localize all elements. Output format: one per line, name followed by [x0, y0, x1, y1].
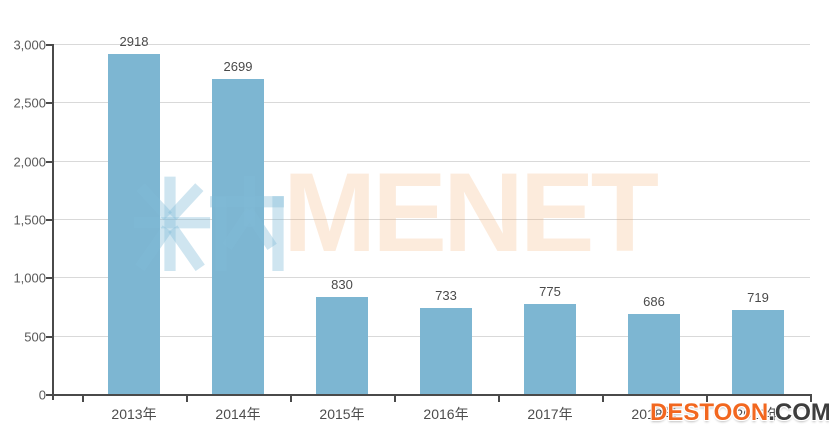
y-axis-tick-label: 2,500 [13, 95, 46, 111]
x-axis-tick [186, 396, 188, 402]
bar-value-label: 775 [539, 284, 561, 299]
x-axis-tick [706, 396, 708, 402]
x-axis-category-label: 2017年 [527, 406, 573, 422]
bar-2014年 [212, 79, 264, 394]
destoon-watermark-brand: DESTOON [650, 399, 769, 426]
y-axis-tick [46, 102, 52, 104]
x-axis-category-label: 2018年 [631, 406, 677, 422]
x-axis-category-label: 2014年 [215, 406, 261, 422]
y-axis-tick-label: 1,000 [13, 270, 46, 286]
y-axis-tick-label: 0 [38, 387, 46, 403]
y-axis-tick [46, 44, 52, 46]
x-axis-category-label: 2013年 [111, 406, 157, 422]
y-axis-tick-label: 3,000 [13, 37, 46, 53]
y-gridline [52, 277, 810, 278]
y-gridline [52, 219, 810, 220]
x-axis-category-label: 2016年 [423, 406, 469, 422]
y-gridline [52, 161, 810, 162]
bar-2013年 [108, 54, 160, 394]
bar-value-label: 733 [435, 288, 457, 303]
bar-value-label: 686 [643, 294, 665, 309]
x-axis-tick [602, 396, 604, 402]
bar-value-label: 830 [331, 277, 353, 292]
x-axis-tick [394, 396, 396, 402]
bar-2019年 [732, 310, 784, 394]
bar-2016年 [420, 308, 472, 394]
destoon-watermark: DESTOON.COM [650, 401, 829, 425]
x-axis-line [52, 394, 812, 396]
bar-2017年 [524, 304, 576, 394]
x-axis-tick [290, 396, 292, 402]
bar-value-label: 2699 [223, 59, 253, 74]
bar-value-label: 2918 [119, 34, 149, 49]
y-axis-tick [46, 219, 52, 221]
x-axis-tick [498, 396, 500, 402]
x-axis-tick [82, 396, 84, 402]
bar-2015年 [316, 297, 368, 394]
y-axis-tick [46, 336, 52, 338]
destoon-watermark-suffix: .COM [768, 399, 829, 426]
y-axis-tick [46, 277, 52, 279]
x-axis-tick [810, 396, 812, 402]
bar-2018年 [628, 314, 680, 394]
menet-watermark: MENET [283, 150, 659, 275]
y-gridline [52, 102, 810, 103]
y-axis-tick-label: 1,500 [13, 212, 46, 228]
bar-value-label: 719 [747, 290, 769, 305]
x-axis-category-label: 2019年 [735, 406, 781, 422]
x-axis-category-label: 2015年 [319, 406, 365, 422]
y-axis-tick [46, 394, 52, 396]
y-axis-line [52, 44, 54, 400]
y-axis-tick-label: 500 [24, 329, 46, 345]
y-axis-tick [46, 161, 52, 163]
y-axis-tick-label: 2,000 [13, 154, 46, 170]
y-gridline [52, 44, 810, 45]
